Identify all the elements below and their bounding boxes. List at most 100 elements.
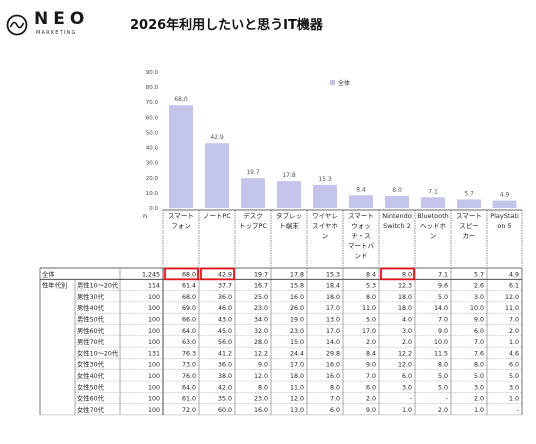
- bar: [421, 197, 445, 208]
- y-tick-label: 90.0: [146, 70, 159, 76]
- table-cell: 1.0: [509, 339, 519, 346]
- table-cell: 73.0: [182, 362, 196, 369]
- table-cell: 2.0: [474, 396, 484, 403]
- highlight-box: [200, 267, 235, 281]
- table-cell: 7.0: [366, 373, 376, 380]
- table-cell: 7.0: [330, 396, 340, 403]
- bar-value-label: 7.1: [428, 188, 438, 195]
- category-label: ノートPC: [203, 212, 231, 220]
- table-cell: 11.5: [434, 350, 448, 357]
- table-cell: 8.0: [402, 271, 412, 278]
- table-cell: 2.0: [366, 339, 376, 346]
- table-cell: 12.3: [398, 283, 412, 290]
- bar-value-label: 19.7: [246, 169, 260, 176]
- table-cell: 5.3: [366, 283, 376, 290]
- row-n-value: 100: [148, 328, 160, 335]
- highlight-box: [164, 267, 199, 281]
- table-cell: 12.2: [254, 350, 268, 357]
- table-cell: 61.4: [182, 283, 196, 290]
- row-label: 男性40代: [77, 303, 105, 312]
- table-cell: 23.0: [254, 305, 268, 312]
- brand-name: NEO: [34, 9, 90, 29]
- row-label: 男性30代: [77, 292, 105, 301]
- table-cell: 41.2: [218, 350, 232, 357]
- table-cell: 5.0: [366, 317, 376, 324]
- table-cell: 13.0: [326, 317, 340, 324]
- table-cell: 3.0: [509, 384, 519, 391]
- chart-title: 2026年利用したいと思うIT機器: [130, 18, 323, 33]
- row-label: 女性60代: [77, 394, 105, 403]
- table-cell: 4.0: [402, 317, 412, 324]
- table-cell: 6.1: [509, 283, 519, 290]
- category-label: カー: [463, 232, 476, 240]
- table-cell: 8.4: [366, 271, 376, 278]
- table-cell: 16.0: [326, 373, 340, 380]
- row-n-value: 100: [148, 407, 160, 414]
- table-cell: 4.6: [509, 350, 519, 357]
- table-cell: 8.0: [474, 362, 484, 369]
- bar-value-label: 5.7: [464, 190, 474, 197]
- row-label: 男性70代: [77, 337, 105, 346]
- table-cell: 10.0: [434, 339, 448, 346]
- table-cell: 16.0: [254, 407, 268, 414]
- category-label: スマート: [456, 212, 482, 220]
- table-cell: 5.7: [474, 271, 484, 278]
- category-label: on 5: [497, 222, 511, 230]
- table-cell: 7.0: [474, 339, 484, 346]
- row-n-value: 100: [148, 362, 160, 369]
- table-cell: 36.0: [218, 294, 232, 301]
- row-label: 女性70代: [77, 405, 105, 414]
- table-cell: 3.0: [474, 294, 484, 301]
- table-cell: 6.0: [366, 384, 376, 391]
- category-label: ト端末: [279, 221, 299, 230]
- table-cell: 9.6: [438, 283, 448, 290]
- table-cell: 25.0: [254, 294, 268, 301]
- row-label: 全体: [42, 269, 55, 278]
- table-cell: 11.0: [505, 305, 519, 312]
- y-tick-label: 60.0: [146, 115, 159, 121]
- table-cell: 63.0: [182, 339, 196, 346]
- row-n-value: 100: [148, 305, 160, 312]
- table-cell: 15.3: [326, 271, 340, 278]
- table-cell: 9.0: [366, 362, 376, 369]
- category-label: デスク: [243, 211, 263, 220]
- row-n-value: 100: [148, 339, 160, 346]
- table-cell: 64.0: [182, 328, 196, 335]
- table-cell: 9.0: [474, 317, 484, 324]
- table-cell: 66.0: [182, 317, 196, 324]
- y-tick-label: 50.0: [146, 130, 159, 136]
- bar-value-label: 4.9: [500, 192, 510, 199]
- table-cell: 7.0: [509, 317, 519, 324]
- bar-value-label: 15.3: [318, 176, 332, 183]
- table-cell: 7.0: [438, 317, 448, 324]
- table-cell: -: [410, 396, 412, 403]
- table-cell: 2.0: [438, 407, 448, 414]
- category-label: スマート: [348, 212, 374, 220]
- table-cell: 1.0: [474, 407, 484, 414]
- table-cell: 10.0: [470, 305, 484, 312]
- table-cell: 12.0: [398, 362, 412, 369]
- table-cell: 2.0: [366, 396, 376, 403]
- header: NEO MARKETING 2026年利用したいと思うIT機器: [0, 0, 536, 48]
- row-n-value: 100: [148, 396, 160, 403]
- table-cell: 19.0: [290, 317, 304, 324]
- table-cell: -: [517, 407, 519, 414]
- table-cell: 26.0: [290, 305, 304, 312]
- row-label: 女性10～20代: [77, 348, 119, 357]
- category-label: ワイヤレ: [312, 212, 338, 220]
- logo-mark-icon: [6, 14, 28, 36]
- row-n-value: 114: [148, 283, 160, 290]
- table-cell: 2.0: [509, 328, 519, 335]
- table-cell: 14.0: [326, 339, 340, 346]
- category-label: チ・ス: [351, 232, 371, 240]
- table-cell: 18.0: [398, 305, 412, 312]
- bar: [241, 178, 265, 208]
- table-cell: 18.4: [326, 283, 340, 290]
- y-tick-label: 10.0: [146, 191, 159, 197]
- table-cell: 68.0: [182, 294, 196, 301]
- highlight-box: [380, 267, 415, 281]
- bar-value-label: 42.9: [210, 134, 224, 141]
- row-n-value: 131: [148, 350, 160, 357]
- row-label: 男性60代: [77, 326, 105, 335]
- table-cell: 3.0: [474, 384, 484, 391]
